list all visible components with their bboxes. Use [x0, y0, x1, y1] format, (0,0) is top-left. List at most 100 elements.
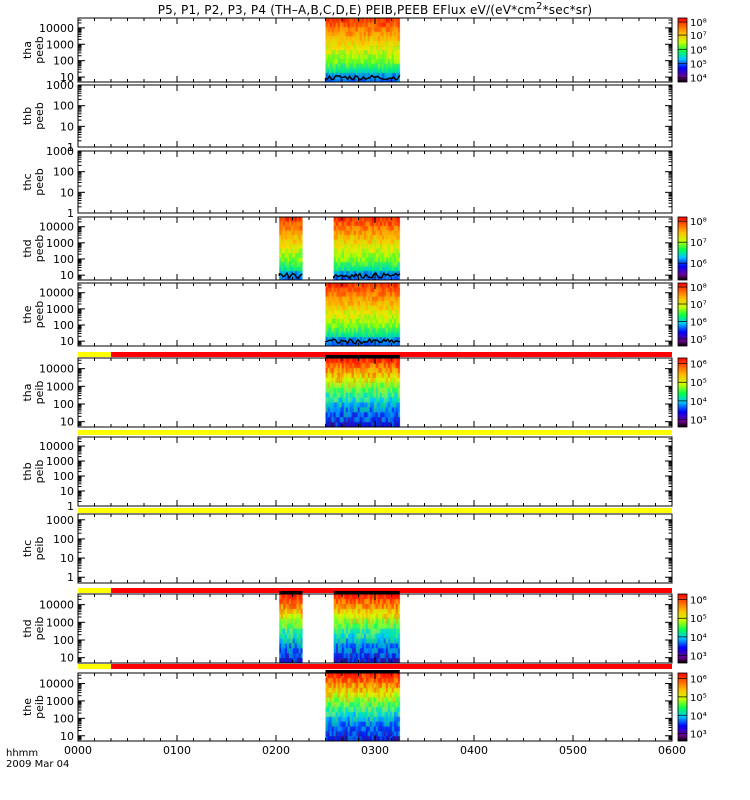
colorbar-tick-label: 10⁵: [690, 60, 707, 71]
colorbar-tick-label: 10⁸: [690, 18, 707, 29]
y-label-product: peib: [33, 617, 46, 641]
colorbar-tick-label: 10⁸: [690, 217, 707, 228]
y-tick-label: 10: [60, 71, 74, 84]
y-label-probe: tha: [21, 383, 34, 401]
y-tick-label: 10: [60, 120, 74, 133]
colorbar-tick-label: 10⁴: [690, 74, 707, 85]
colorbar-tick-label: 10⁷: [690, 300, 707, 311]
x-axis-label-hhmm: hhmm: [6, 748, 39, 759]
bottom-trace: [324, 74, 401, 81]
colorbar-tick-label: 10⁴: [690, 397, 707, 408]
y-tick-label: 10: [60, 416, 74, 429]
y-tick-label: 10: [60, 552, 74, 565]
colorbar-tick-label: 10⁶: [690, 318, 707, 329]
y-label-product: peeb: [33, 102, 46, 130]
y-tick-label: 100: [53, 533, 74, 546]
colorbar-tick-label: 10⁴: [690, 711, 707, 722]
colorbar-tick-label: 10⁶: [690, 675, 707, 686]
y-tick-label: 1000: [46, 79, 74, 92]
panel-tha-peeb: 10000 1000 100 10 tha peeb 10⁴ 10⁵ 10⁶ 10⁷ 10⁸: [21, 17, 707, 85]
colorbar-tick-label: 10⁶: [690, 259, 707, 270]
y-tick-label: 10: [60, 730, 74, 743]
y-tick-label: 10000: [39, 287, 74, 300]
panel-thc-peeb: 1000 100 10 1 thc peeb: [21, 145, 673, 220]
spectrogram-segment: [333, 591, 401, 664]
spectrogram-segment: [324, 283, 401, 347]
panel-the-peeb: 10000 1000 100 10 the peeb 10⁵ 10⁶ 10⁷ 10⁸: [21, 282, 707, 348]
panel-thb-peib: 10000 1000 100 10 1 thb peib: [21, 430, 673, 513]
y-tick-label: 1000: [46, 38, 74, 51]
y-tick-label: 1000: [46, 380, 74, 393]
y-tick-label: 100: [53, 634, 74, 647]
title-tail: *sec*sr): [542, 3, 593, 17]
y-tick-label: 100: [53, 166, 74, 179]
y-label-probe: thd: [21, 619, 34, 637]
y-tick-label: 100: [53, 100, 74, 113]
colorbar-tick-label: 10⁵: [690, 335, 707, 346]
colorbar-tick-label: 10⁷: [690, 238, 707, 249]
y-label-probe: thc: [21, 173, 34, 190]
y-tick-label: 100: [53, 712, 74, 725]
y-label-product: peeb: [33, 235, 46, 263]
y-tick-label: 1000: [46, 514, 74, 527]
y-tick-label: 10000: [39, 677, 74, 690]
y-tick-label: 100: [53, 55, 74, 68]
panel-thc-peib: 1000 100 10 1 thc peib: [21, 508, 673, 584]
y-tick-label: 1: [67, 500, 74, 513]
y-tick-label: 1000: [46, 616, 74, 629]
top-trace: [325, 670, 400, 673]
x-tick-label: 0400: [460, 744, 488, 757]
quality-bar-yellow: [78, 664, 111, 669]
quality-bar-red: [111, 588, 672, 593]
y-tick-label: 10000: [39, 599, 74, 612]
y-tick-label: 1: [67, 141, 74, 154]
y-label-probe: thd: [21, 239, 34, 257]
quality-bar-yellow: [78, 588, 111, 593]
y-tick-label: 10: [60, 269, 74, 282]
y-label-probe: thb: [21, 107, 34, 125]
quality-bar-yellow: [78, 352, 111, 357]
panel-frame: [77, 436, 673, 507]
top-trace: [325, 355, 400, 358]
y-label-probe: thc: [21, 540, 34, 557]
bottom-trace: [333, 271, 401, 280]
panel-tha-peib: 10000 1000 100 10 tha peib 10³ 10⁴ 10⁵ 10⁶: [21, 352, 707, 429]
y-label-product: peib: [33, 537, 46, 561]
y-label-product: peeb: [33, 36, 46, 64]
spectrogram-segment: [324, 18, 401, 83]
colorbar-tick-label: 10⁵: [690, 378, 707, 389]
colorbar-tick-label: 10⁶: [690, 596, 707, 607]
panel-frame: [77, 150, 673, 214]
bottom-trace: [278, 271, 303, 280]
title-superscript: 2: [536, 1, 543, 12]
y-tick-label: 100: [53, 253, 74, 266]
x-tick-label: 0500: [559, 744, 587, 757]
x-tick-label: 0000: [64, 744, 92, 757]
y-label-probe: the: [21, 698, 34, 716]
spectrogram-segment: [279, 591, 303, 664]
y-label-probe: tha: [21, 41, 34, 59]
y-tick-label: 10000: [39, 221, 74, 234]
y-tick-label: 10: [60, 186, 74, 199]
y-label-product: peib: [33, 460, 46, 484]
colorbar-tick-label: 10⁷: [690, 31, 707, 42]
colorbar: 10³ 10⁴ 10⁵ 10⁶: [677, 593, 707, 664]
colorbar: 10⁴ 10⁵ 10⁶ 10⁷ 10⁸: [677, 17, 707, 85]
colorbar: 10³ 10⁴ 10⁵ 10⁶: [677, 357, 707, 428]
chart-title: P5, P1, P2, P3, P4 (TH–A,B,C,D,E) PEIB,P…: [0, 1, 750, 17]
quality-bar-yellow: [78, 508, 672, 513]
panel-thb-peeb: 1000 100 10 1 thb peeb: [21, 79, 673, 154]
colorbar-tick-label: 10⁵: [690, 614, 707, 625]
x-tick-label: 0100: [163, 744, 191, 757]
colorbar-tick-label: 10⁶: [690, 45, 707, 56]
y-tick-label: 1000: [46, 237, 74, 250]
y-label-product: peeb: [33, 301, 46, 329]
panel-frame: [77, 84, 673, 148]
y-tick-label: 1: [67, 571, 74, 584]
x-tick-label: 0300: [361, 744, 389, 757]
y-label-product: peib: [33, 695, 46, 719]
x-tick-label: 0600: [658, 744, 686, 757]
y-tick-label: 1000: [46, 303, 74, 316]
quality-bar-red: [111, 352, 672, 357]
